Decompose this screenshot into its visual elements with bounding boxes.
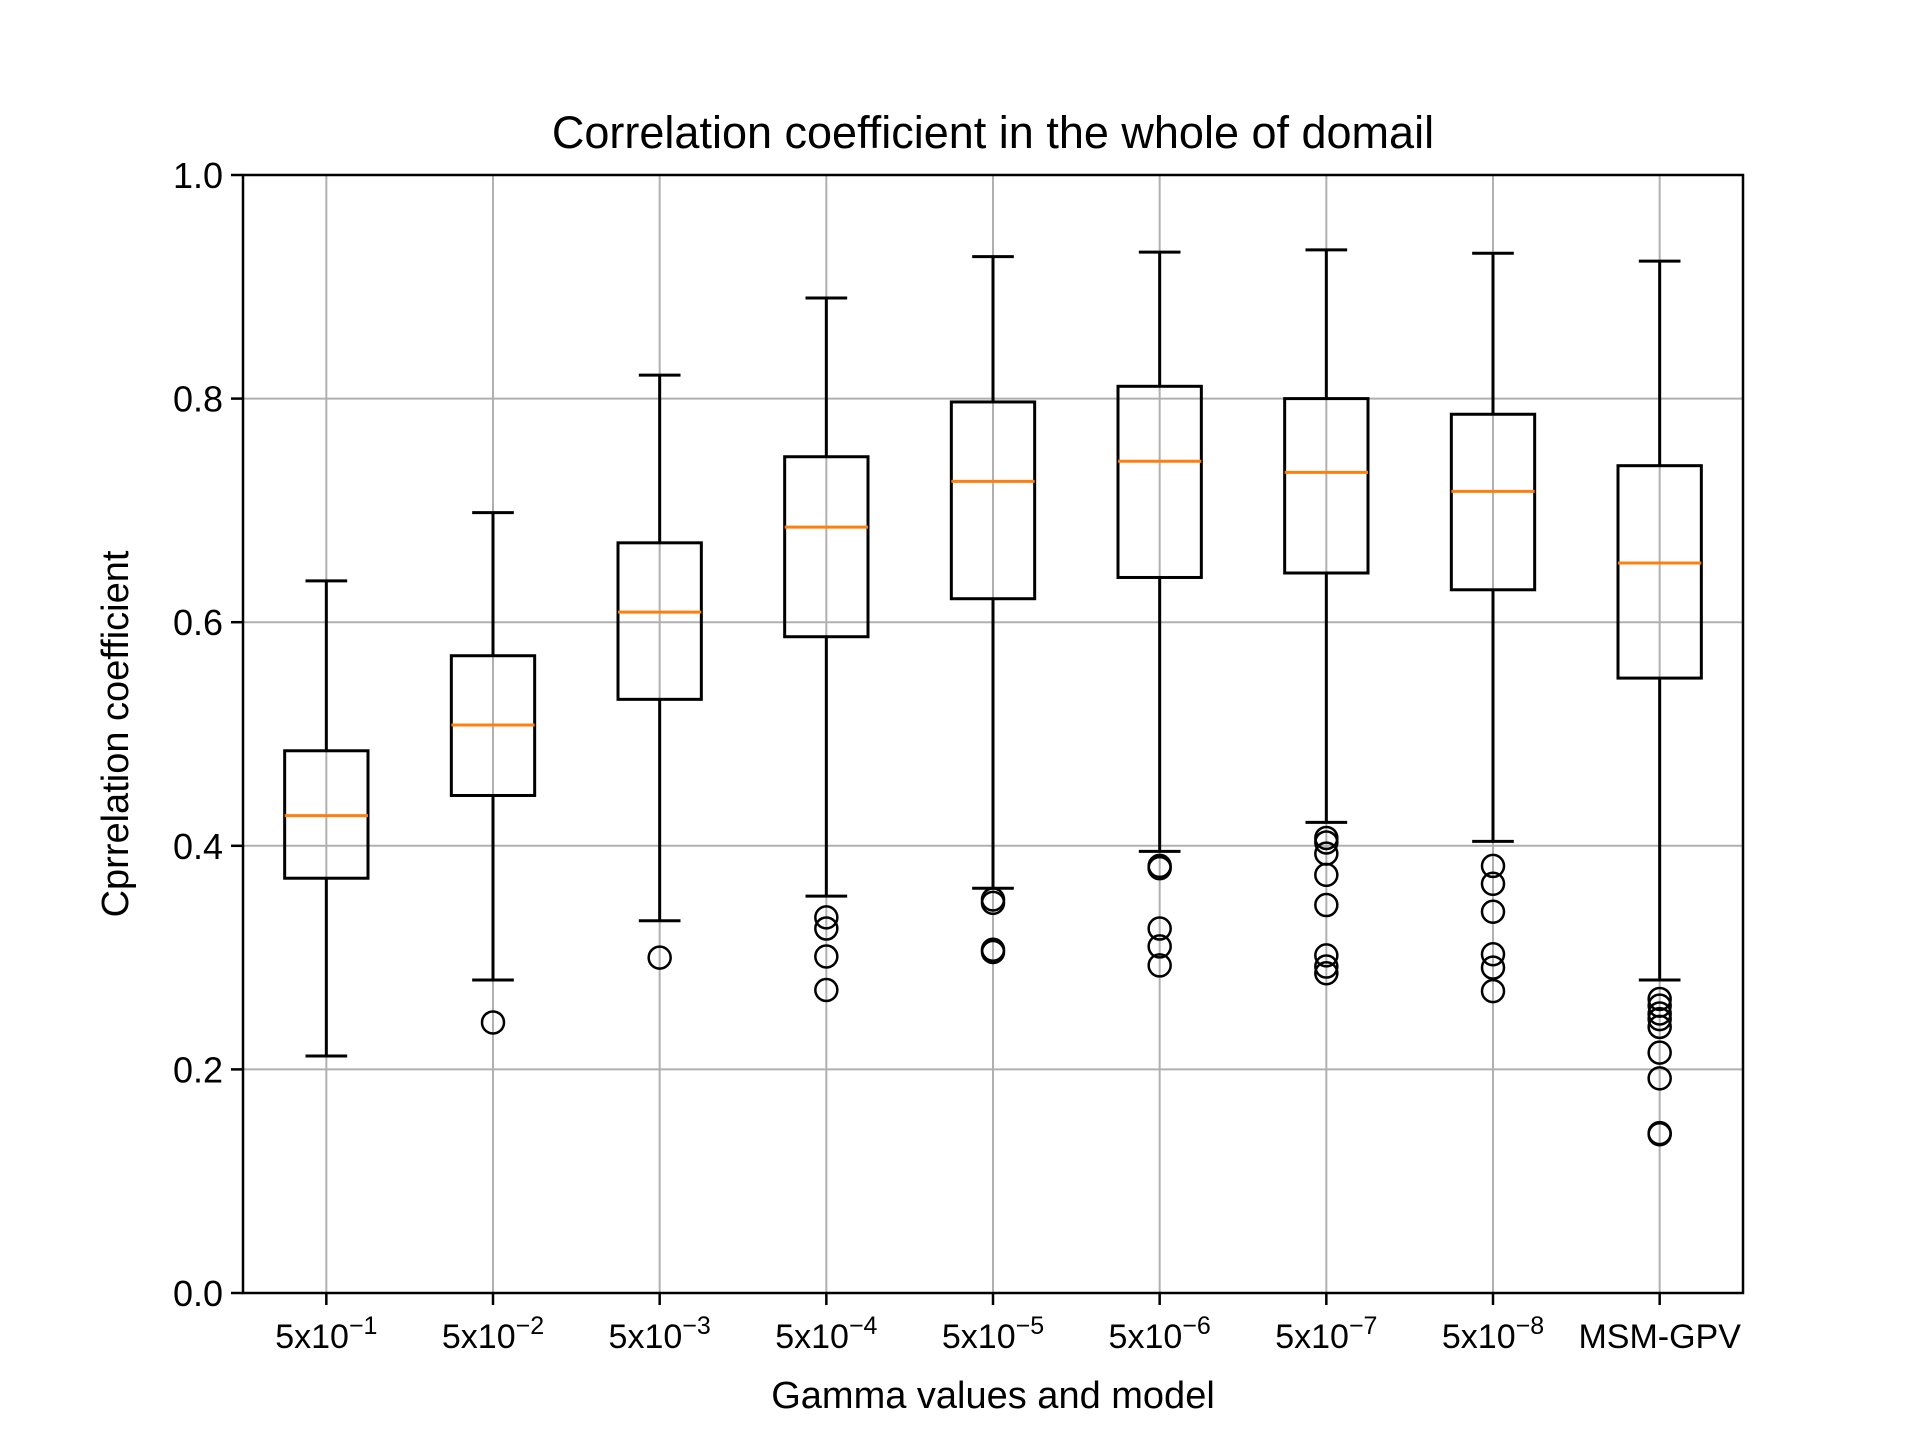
outlier-point xyxy=(1314,943,1339,968)
outlier-point xyxy=(1480,899,1506,925)
outlier-point xyxy=(1647,1066,1672,1091)
iqr-box xyxy=(1283,397,1370,575)
outlier-point xyxy=(1647,986,1672,1012)
outlier-point xyxy=(480,1010,506,1035)
outlier-point xyxy=(814,944,839,969)
axis-ticks: 0.0 0.2 0.4 0.6 0.8 1.0 5x10−1 5x10−2 5x10−3 5x10… xyxy=(173,155,1741,1356)
outlier-point xyxy=(1480,941,1506,967)
x-tick-label: 5x10−8 xyxy=(1442,1312,1544,1356)
x-tick-label: 5x10−7 xyxy=(1275,1312,1377,1356)
outlier-point xyxy=(1647,1040,1672,1065)
outlier-point xyxy=(647,945,672,970)
box-group xyxy=(616,373,703,970)
y-tick-label: 0.6 xyxy=(173,602,223,643)
box-group xyxy=(449,511,537,1035)
box-series xyxy=(283,248,1703,1147)
outlier-point xyxy=(1647,1121,1672,1147)
iqr-box xyxy=(783,455,870,639)
y-tick-label: 0.0 xyxy=(173,1273,223,1314)
outlier-point xyxy=(980,890,1006,916)
chart-title: Correlation coefficient in the whole of … xyxy=(552,107,1434,158)
x-tick-label: 5x10−2 xyxy=(442,1312,544,1356)
outlier-point xyxy=(1314,954,1339,979)
x-tick-label: 5x10−1 xyxy=(275,1312,377,1356)
outlier-point xyxy=(1647,1001,1672,1026)
iqr-box xyxy=(1616,464,1703,680)
y-tick-label: 1.0 xyxy=(173,155,223,196)
outlier-point xyxy=(1480,955,1506,980)
outlier-point xyxy=(980,939,1006,965)
outlier-point xyxy=(1647,1014,1672,1040)
iqr-box xyxy=(949,400,1037,601)
iqr-box xyxy=(616,541,703,701)
y-tick-label: 0.2 xyxy=(173,1049,223,1090)
box-group xyxy=(1449,251,1537,1004)
box-group xyxy=(1116,250,1203,978)
outlier-point xyxy=(1314,830,1339,855)
box-group xyxy=(283,579,370,1058)
outlier-point xyxy=(1314,961,1339,986)
x-tick-label: 5x10−3 xyxy=(609,1312,711,1356)
outlier-point xyxy=(1314,862,1339,888)
outlier-point xyxy=(1147,953,1172,978)
x-tick-label: MSM-GPV xyxy=(1578,1318,1741,1356)
x-tick-label: 5x10−6 xyxy=(1109,1312,1211,1356)
y-tick-label: 0.4 xyxy=(173,826,223,867)
outlier-point xyxy=(1647,1006,1672,1032)
outlier-point xyxy=(1480,853,1506,879)
x-tick-label: 5x10−4 xyxy=(775,1312,877,1356)
x-axis-label: Gamma values and model xyxy=(771,1375,1215,1417)
outlier-point xyxy=(814,916,839,941)
outlier-point xyxy=(1480,871,1506,897)
box-group xyxy=(1616,259,1703,1147)
y-axis-label: Cprrelation coefficient xyxy=(95,550,137,917)
iqr-box xyxy=(1116,384,1203,579)
box-group xyxy=(1283,248,1370,986)
outlier-point xyxy=(1480,978,1506,1004)
outlier-point xyxy=(814,905,839,930)
outlier-point xyxy=(1147,934,1172,959)
outlier-point xyxy=(1147,855,1172,881)
box-group xyxy=(949,255,1037,965)
y-tick-label: 0.8 xyxy=(173,379,223,420)
x-tick-label: 5x10−5 xyxy=(942,1312,1044,1356)
outlier-point xyxy=(1147,916,1172,941)
box-group xyxy=(783,296,870,1003)
iqr-box xyxy=(1449,412,1537,592)
outlier-point xyxy=(1314,892,1339,918)
outlier-point xyxy=(814,977,839,1003)
